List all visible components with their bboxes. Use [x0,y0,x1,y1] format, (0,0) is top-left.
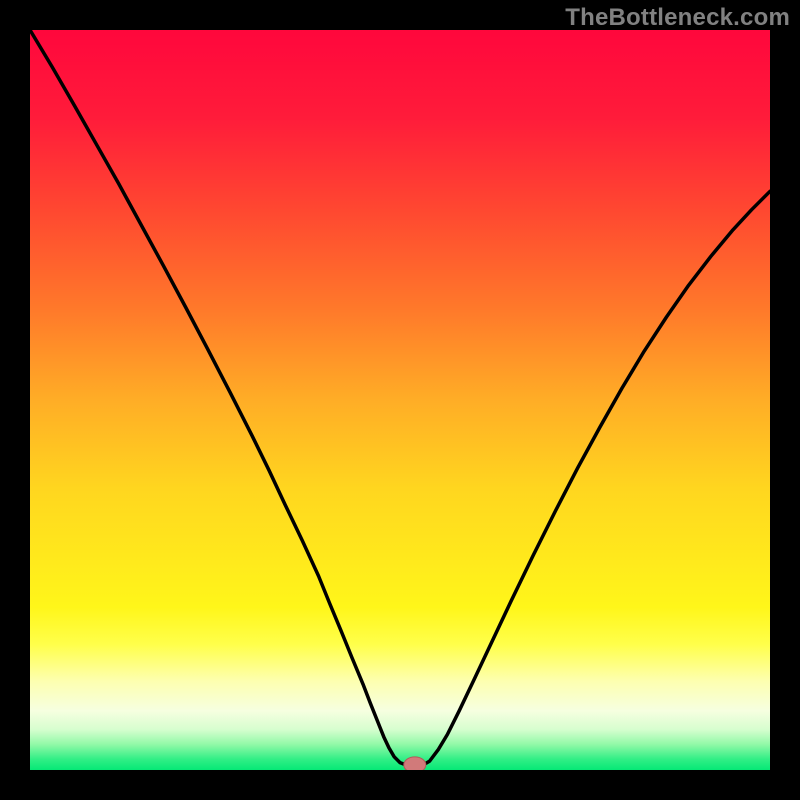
plot-svg [30,30,770,770]
gradient-background [30,30,770,770]
plot-area [30,30,770,770]
chart-frame: TheBottleneck.com [0,0,800,800]
watermark-text: TheBottleneck.com [565,4,790,32]
minimum-marker [404,757,426,770]
